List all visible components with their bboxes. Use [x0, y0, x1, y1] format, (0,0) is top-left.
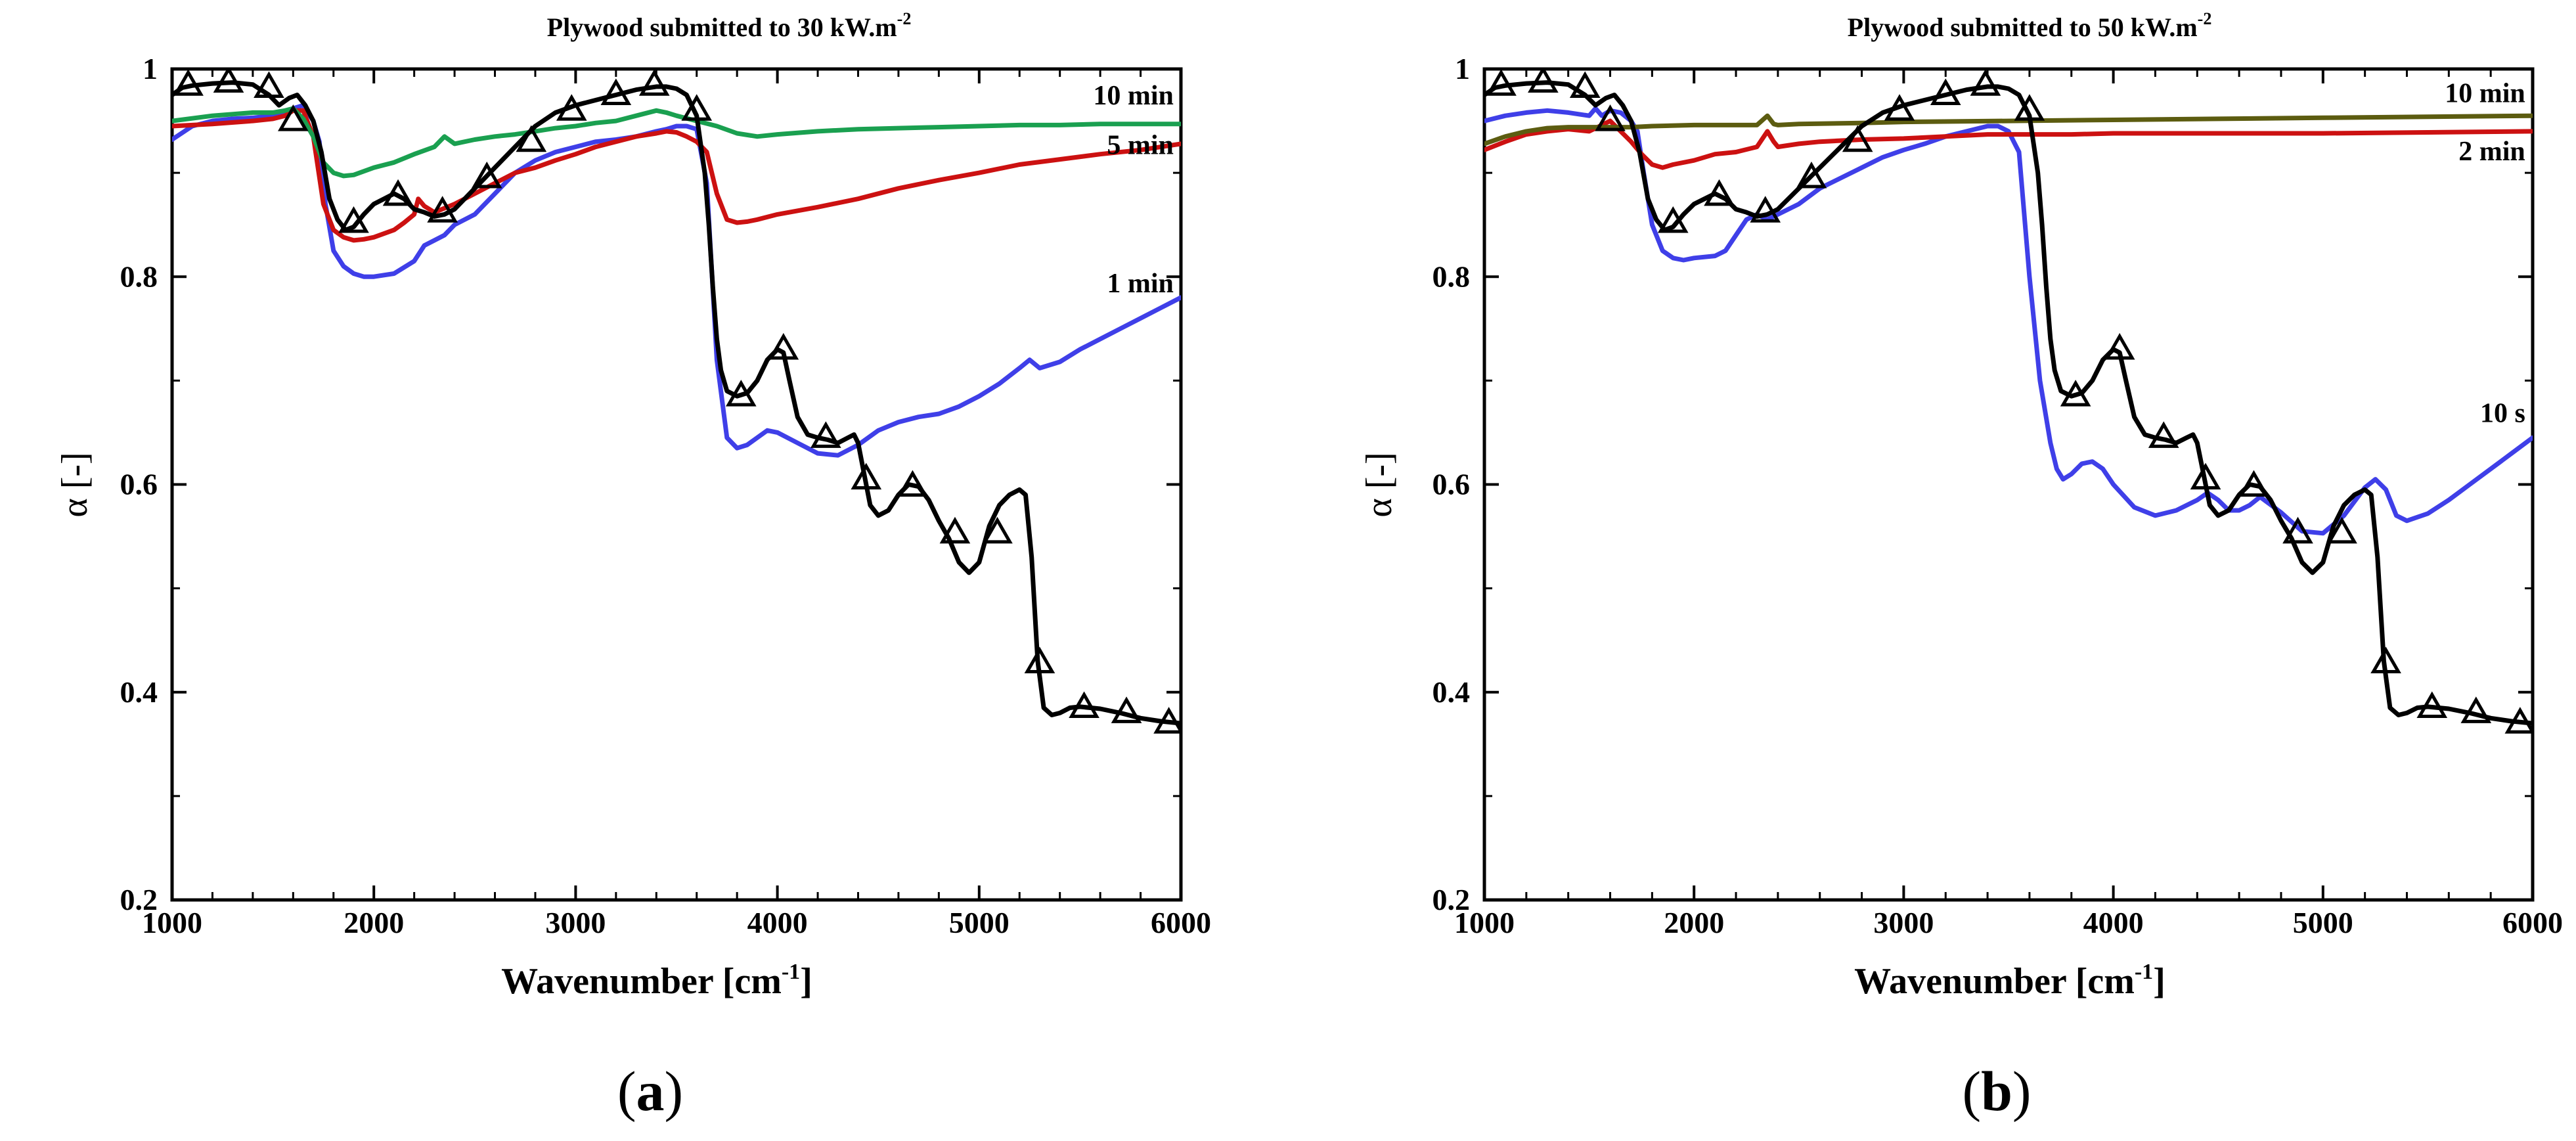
panel-a-y-axis-label: α [-]: [55, 452, 95, 517]
reference-marker: [2238, 470, 2269, 497]
reference-marker: [173, 69, 204, 96]
x-tick-label: 1000: [142, 906, 202, 939]
series-line-10-min: [172, 106, 1181, 179]
reference-marker: [768, 332, 799, 360]
reference-marker: [1842, 125, 1873, 152]
panel-b: Plywood submitted to 50 kW.m-2 1000 2000 3…: [1359, 9, 2563, 1123]
reference-marker: [338, 206, 369, 233]
reference-marker: [1486, 69, 1517, 96]
reference-marker: [2326, 516, 2357, 544]
y-tick-label: 0.4: [1432, 675, 1471, 709]
x-tick-label: 4000: [747, 906, 808, 939]
series-label-2-min: 2 min: [2458, 137, 2525, 167]
reference-marker: [725, 380, 757, 407]
reference-marker: [516, 125, 547, 152]
reference-marker: [2370, 646, 2401, 673]
y-tick-label: 0.4: [120, 675, 158, 709]
series-line-reference: [172, 80, 1181, 726]
reference-marker: [2148, 421, 2179, 448]
y-tick-label: 0.8: [1432, 259, 1471, 293]
x-tick-label: 2000: [344, 906, 404, 939]
reference-marker: [1069, 691, 1099, 718]
reference-marker: [382, 179, 414, 206]
reference-marker: [1528, 69, 1559, 93]
y-tick-label: 1: [1455, 52, 1470, 85]
reference-marker: [1704, 179, 1735, 206]
reference-marker: [2282, 516, 2313, 544]
reference-marker: [254, 71, 284, 98]
reference-marker: [2014, 94, 2045, 121]
reference-marker: [1796, 162, 1827, 189]
panel-b-title: Plywood submitted to 50 kW.m-2: [1848, 9, 2212, 42]
panel-a-letter: (a): [617, 1060, 683, 1123]
reference-marker: [2060, 380, 2091, 407]
x-tick-label: 3000: [545, 906, 606, 939]
reference-marker: [681, 94, 713, 121]
series-label-10-s: 10 s: [2480, 399, 2525, 429]
y-tick-label: 0.2: [120, 883, 158, 916]
reference-marker: [213, 69, 244, 93]
reference-marker: [2104, 332, 2135, 360]
y-tick-label: 0.6: [1432, 468, 1471, 501]
reference-marker: [1930, 78, 1961, 106]
reference-marker: [1569, 71, 1601, 98]
panel-b-x-axis-label: Wavenumber [cm-1]: [1854, 960, 2165, 1002]
reference-marker: [1750, 196, 1781, 223]
panel-a-title: Plywood submitted to 30 kW.m-2: [547, 9, 912, 42]
y-tick-label: 1: [143, 52, 158, 85]
reference-marker: [1111, 696, 1142, 723]
panel-b-y-axis-label: α [-]: [1359, 452, 1400, 517]
series-label-5-min: 5 min: [1107, 131, 1174, 161]
x-tick-label: 3000: [1873, 906, 1934, 939]
panel-b-letter: (b): [1962, 1060, 2031, 1123]
x-tick-label: 4000: [2083, 906, 2144, 939]
reference-marker: [2190, 462, 2221, 490]
y-tick-label: 0.6: [120, 468, 158, 501]
reference-marker: [277, 104, 309, 131]
x-tick-label: 6000: [2502, 906, 2563, 939]
series-label-1-min: 1 min: [1107, 269, 1174, 299]
x-tick-label: 2000: [1664, 906, 1724, 939]
reference-marker: [2504, 707, 2533, 734]
reference-marker: [638, 69, 670, 96]
series-label-10-min: 10 min: [2445, 79, 2525, 109]
reference-marker: [1657, 206, 1689, 233]
reference-marker: [1153, 707, 1181, 734]
panel-b-plot-frame: [1482, 67, 2535, 902]
x-tick-label: 5000: [949, 906, 1010, 939]
series-label-10-min: 10 min: [1093, 81, 1174, 111]
reference-marker: [982, 516, 1013, 544]
reference-marker: [1024, 646, 1055, 673]
reference-marker: [600, 78, 632, 106]
reference-marker: [939, 516, 971, 544]
y-tick-label: 0.2: [1432, 883, 1471, 916]
reference-marker: [1884, 94, 1915, 121]
reference-marker: [1970, 69, 2001, 96]
reference-marker: [427, 196, 458, 223]
reference-marker: [2416, 691, 2448, 718]
series-line-10-min: [1484, 113, 2533, 146]
reference-marker: [1595, 104, 1626, 131]
reference-marker: [2460, 696, 2492, 723]
panel-a-x-axis-label: Wavenumber [cm-1]: [501, 960, 812, 1002]
x-tick-label: 1000: [1454, 906, 1515, 939]
reference-marker: [851, 462, 882, 490]
y-tick-label: 0.8: [120, 259, 158, 293]
series-line-reference: [1484, 80, 2533, 726]
series-line-5-min: [172, 108, 1181, 243]
x-tick-label: 5000: [2293, 906, 2353, 939]
reference-marker: [897, 470, 928, 497]
panel-a: Plywood submitted to 30 kW.m-2 1000 2000 3…: [55, 9, 1211, 1123]
reference-marker: [811, 421, 841, 448]
reference-marker: [471, 162, 502, 189]
x-tick-label: 6000: [1151, 906, 1211, 939]
reference-marker: [556, 94, 587, 121]
